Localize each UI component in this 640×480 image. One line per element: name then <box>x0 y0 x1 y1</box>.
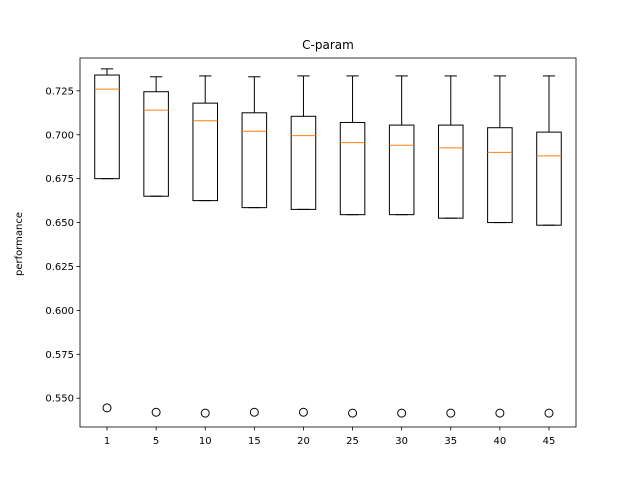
x-tick-label: 15 <box>248 436 261 447</box>
x-tick-label: 20 <box>297 436 310 447</box>
box-iqr <box>192 102 219 202</box>
y-tick-label: 0.725 <box>45 86 74 97</box>
box-iqr <box>241 112 268 209</box>
x-tick-label: 30 <box>395 436 408 447</box>
x-tick-label: 25 <box>346 436 359 447</box>
x-tick-label: 10 <box>199 436 212 447</box>
y-tick-label: 0.575 <box>45 350 74 361</box>
y-tick-label: 0.625 <box>45 262 74 273</box>
x-tick-label: 35 <box>444 436 457 447</box>
box-iqr <box>536 131 562 226</box>
outlier-point <box>151 407 161 417</box>
box-iqr <box>487 127 513 224</box>
outlier-point <box>298 407 308 417</box>
x-tick-label: 1 <box>104 436 110 447</box>
outlier-point <box>102 403 112 413</box>
outlier-point <box>495 408 505 418</box>
y-axis-label: performance <box>14 212 25 276</box>
outlier-point <box>348 408 358 418</box>
y-tick-label: 0.675 <box>45 174 74 185</box>
x-tick-label: 45 <box>543 436 556 447</box>
box-iqr <box>339 121 366 216</box>
outlier-point <box>249 407 259 417</box>
outlier-point <box>544 408 554 418</box>
x-tick-label: 40 <box>494 436 507 447</box>
box-iqr <box>94 74 120 180</box>
y-tick-label: 0.550 <box>45 394 74 405</box>
outlier-point <box>397 408 407 418</box>
box-iqr <box>388 124 415 216</box>
y-tick-label: 0.600 <box>45 306 74 317</box>
outlier-point <box>200 408 210 418</box>
box-iqr <box>143 91 169 197</box>
box-iqr <box>437 124 464 219</box>
plot-area: 0.550 0.575 0.600 0.625 0.650 0.675 0.700 0.725… <box>45 68 562 447</box>
chart-title: C-param <box>302 38 354 52</box>
outlier-point <box>446 408 456 418</box>
y-tick-label: 0.650 <box>45 218 74 229</box>
box-iqr <box>290 115 317 210</box>
x-tick-label: 5 <box>153 436 159 447</box>
axes-frame <box>79 57 577 428</box>
y-tick-label: 0.700 <box>45 130 74 141</box>
